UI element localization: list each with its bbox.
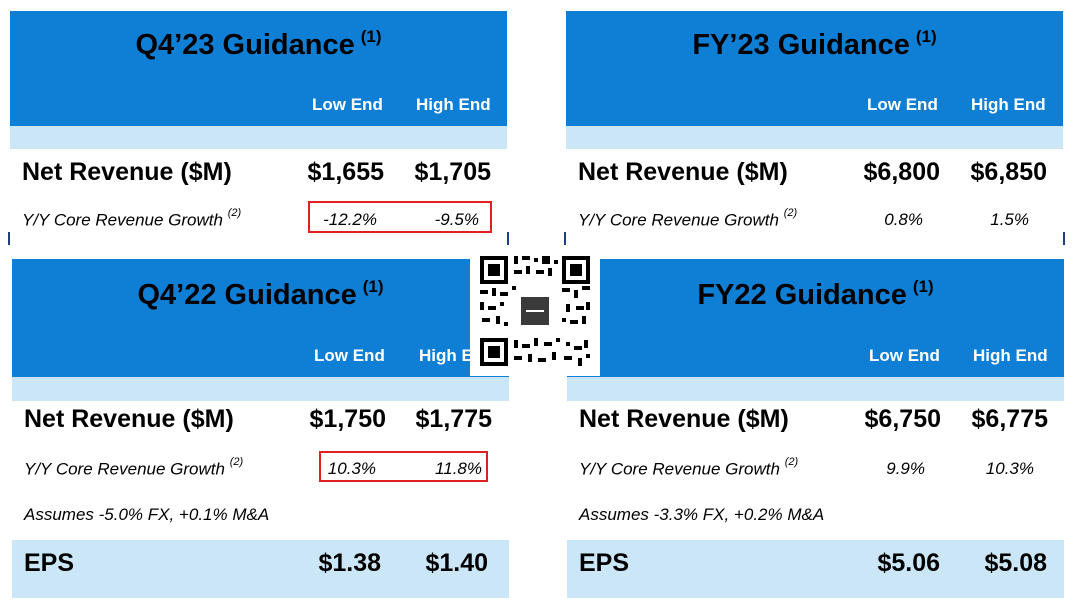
net-revenue-high: $6,850 [970,158,1047,186]
eps-label: EPS [24,549,75,577]
panel-edge-line [507,232,509,245]
panel-edge-line [564,232,566,245]
growth-label: Y/Y Core Revenue Growth (2) [24,456,244,479]
qr-code-image [470,246,600,376]
net-revenue-low: $1,655 [307,158,384,186]
panel-edge-line [8,232,10,245]
growth-high: 1.5% [990,210,1029,229]
q4-23-guidance-panel: Q4’23 Guidance (1) Low End High End Net R… [10,11,507,243]
divider-band [566,126,1063,149]
eps-band [567,540,1064,598]
eps-low: $1.38 [318,549,381,577]
net-revenue-label: Net Revenue ($M) [578,158,788,186]
panel-title: FY’23 Guidance (1) [692,27,937,61]
growth-low: 10.3% [327,459,376,478]
net-revenue-high: $1,705 [414,158,491,186]
column-header-low: Low End [869,346,940,365]
panel-edge-line [1063,232,1065,245]
fy22-guidance-panel: FY22 Guidance (1) Low End High End Net Re… [567,259,1064,599]
net-revenue-label: Net Revenue ($M) [579,405,789,433]
column-header-high: High E [419,346,473,365]
growth-label: Y/Y Core Revenue Growth (2) [578,207,798,230]
divider-band [567,377,1064,401]
eps-band [12,540,509,598]
panel-title: Q4’23 Guidance (1) [135,27,382,61]
footnote-mark: (1) [362,277,384,296]
net-revenue-label: Net Revenue ($M) [24,405,234,433]
column-header-high: High End [971,95,1046,114]
growth-high: 11.8% [435,459,482,478]
panel-header [12,259,509,377]
net-revenue-high: $1,775 [415,405,492,433]
q4-22-guidance-panel: Q4’22 Guidance (1) Low End High E Net Rev… [12,259,509,599]
panel-header [10,11,507,126]
growth-high: -9.5% [434,210,479,229]
growth-low: -12.2% [323,210,377,229]
column-header-low: Low End [312,95,383,114]
footnote-mark: (1) [915,27,937,46]
qr-code-icon [470,246,600,376]
eps-high: $1.40 [425,549,488,577]
panel-title: Q4’22 Guidance (1) [137,277,384,311]
eps-low: $5.06 [877,549,940,577]
panel-header [567,259,1064,377]
net-revenue-low: $6,750 [864,405,941,433]
assumptions-note: Assumes -5.0% FX, +0.1% M&A [24,505,270,524]
eps-label: EPS [579,549,630,577]
net-revenue-high: $6,775 [971,405,1048,433]
net-revenue-low: $6,800 [863,158,940,186]
panel-header [566,11,1063,126]
eps-high: $5.08 [984,549,1047,577]
column-header-low: Low End [314,346,385,365]
growth-label: Y/Y Core Revenue Growth (2) [579,456,799,479]
growth-highlight-box [319,451,488,482]
panel-title: FY22 Guidance (1) [697,277,934,311]
growth-label: Y/Y Core Revenue Growth (2) [22,207,242,230]
growth-highlight-box [308,201,492,233]
net-revenue-low: $1,750 [309,405,386,433]
divider-band [10,126,507,149]
column-header-high: High End [973,346,1048,365]
footnote-mark: (1) [912,277,934,296]
divider-band [12,377,509,401]
column-header-low: Low End [867,95,938,114]
column-header-high: High End [416,95,491,114]
growth-low: 0.8% [884,210,923,229]
fy-23-guidance-panel: FY’23 Guidance (1) Low End High End Net R… [566,11,1063,243]
growth-high: 10.3% [985,459,1034,478]
assumptions-note: Assumes -3.3% FX, +0.2% M&A [579,505,825,524]
footnote-mark: (1) [360,27,382,46]
growth-low: 9.9% [886,459,925,478]
net-revenue-label: Net Revenue ($M) [22,158,232,186]
